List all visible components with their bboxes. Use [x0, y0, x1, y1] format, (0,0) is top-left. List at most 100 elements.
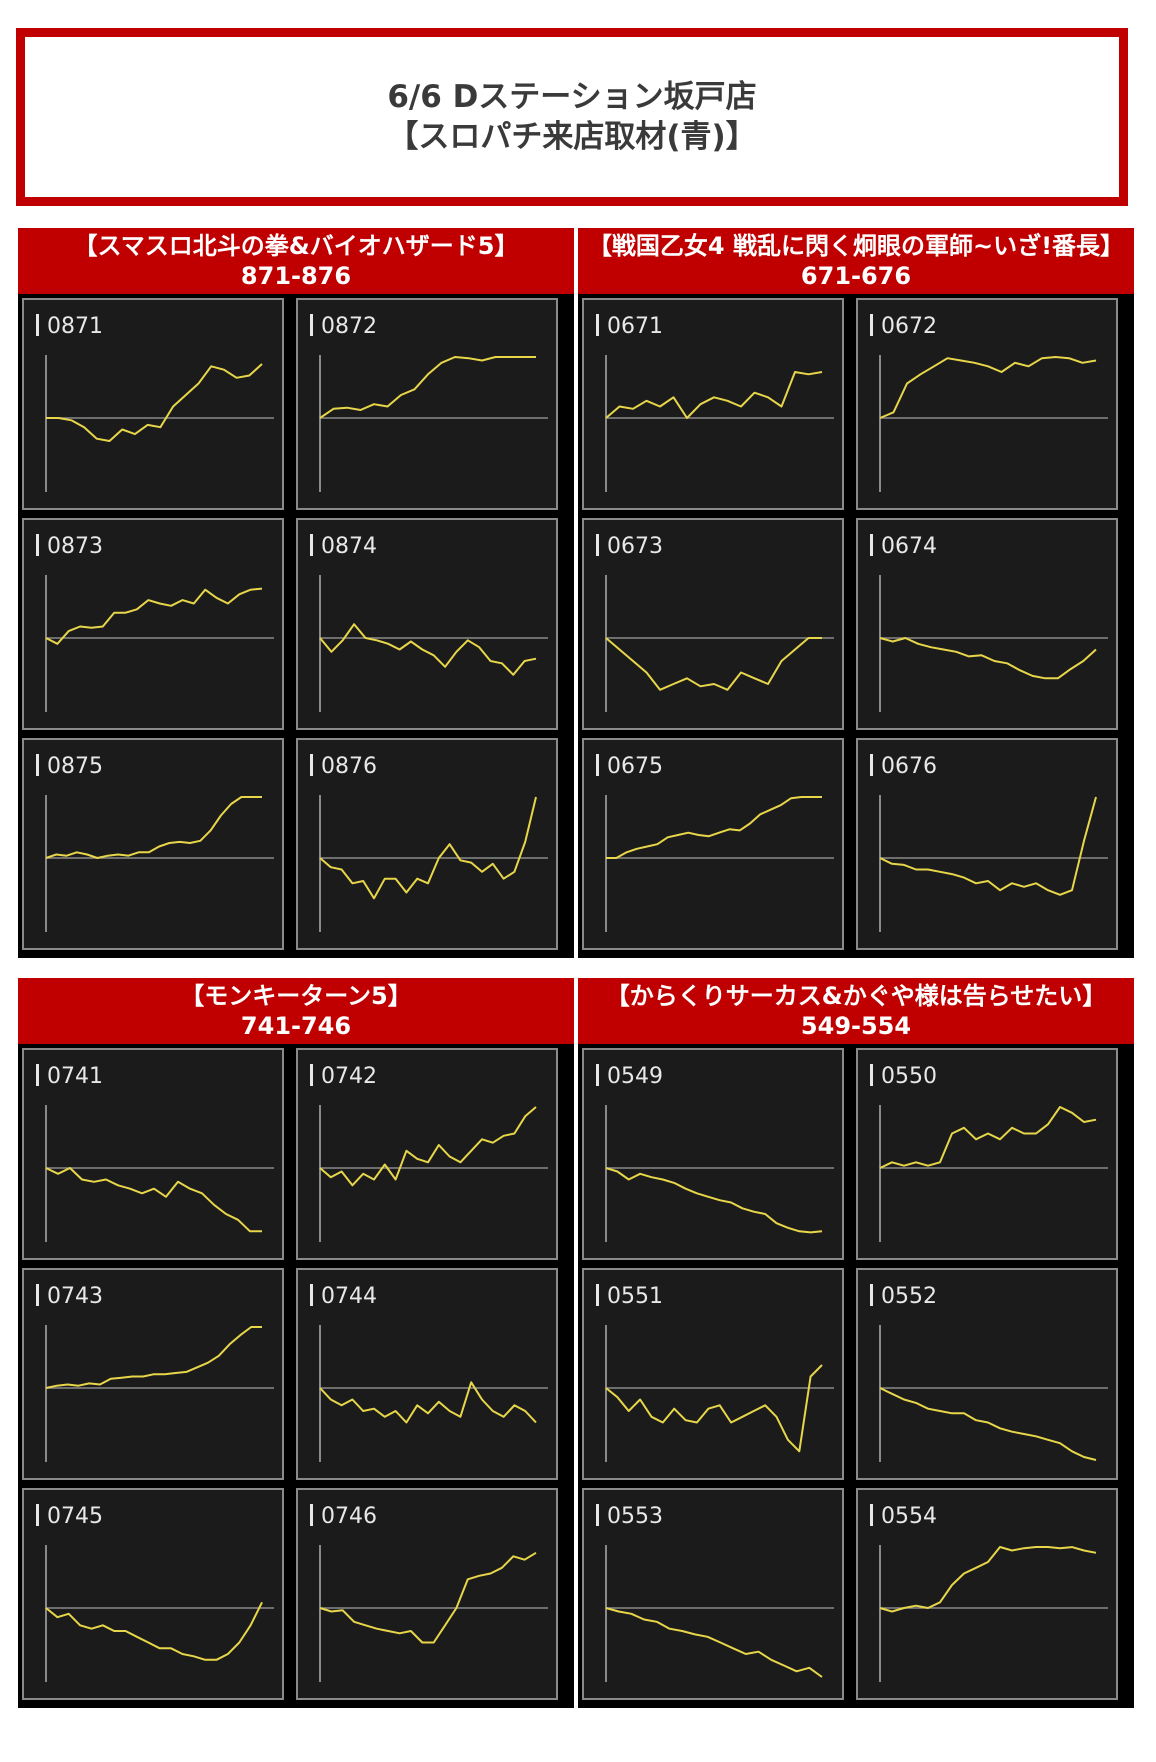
machine-group-hokuto: 【スマスロ北斗の拳&バイオハザード5】 871-876 0871 0872 0873… [18, 228, 574, 958]
title-box: 6/6 Dステーション坂戸店 【スロパチ来店取材(青)】 [16, 28, 1128, 206]
machine-number: 0675 [596, 754, 663, 779]
chart-panel-0876: 0876 [296, 738, 558, 950]
machine-number: 0554 [870, 1504, 937, 1529]
chart-panel-0874: 0874 [296, 518, 558, 730]
machine-number: 0873 [36, 534, 103, 559]
machine-number: 0672 [870, 314, 937, 339]
line-chart [45, 795, 274, 932]
series-line-0873 [45, 587, 263, 645]
series-line-0550 [879, 1106, 1097, 1169]
page-subtitle: 【スロパチ来店取材(青)】 [387, 119, 757, 155]
line-chart [45, 575, 274, 712]
series-line-0871 [46, 363, 263, 442]
machine-number: 0671 [596, 314, 663, 339]
machine-number: 0552 [870, 1284, 937, 1309]
series-line-0671 [605, 371, 823, 419]
machine-group-monkey-turn: 【モンキーターン5】 741-746 0741 0742 0743 0744 0745 0… [18, 978, 574, 1708]
group-body: 0549 0550 0551 0552 0553 0554 [578, 1044, 1134, 1708]
chart-panel-0676: 0676 [856, 738, 1118, 950]
chart-panel-0745: 0745 [22, 1488, 284, 1700]
line-chart [319, 795, 548, 932]
line-chart [45, 355, 274, 492]
series-line-0673 [605, 637, 822, 691]
machine-number: 0871 [36, 314, 103, 339]
series-line-0874 [319, 623, 537, 676]
chart-panel-0674: 0674 [856, 518, 1118, 730]
machine-number: 0549 [596, 1064, 663, 1089]
series-line-0552 [879, 1387, 1097, 1461]
series-line-0549 [605, 1167, 823, 1234]
line-chart [45, 1325, 274, 1462]
chart-panel-0741: 0741 [22, 1048, 284, 1260]
machine-number: 0742 [310, 1064, 377, 1089]
line-chart [319, 1325, 548, 1462]
machine-number: 0673 [596, 534, 663, 559]
line-chart [319, 1545, 548, 1682]
machine-number: 0676 [870, 754, 937, 779]
machine-number: 0872 [310, 314, 377, 339]
group-body: 0671 0672 0673 0674 0675 0676 [578, 294, 1134, 958]
chart-panel-0551: 0551 [582, 1268, 844, 1480]
series-line-0872 [319, 356, 536, 419]
series-line-0876 [319, 796, 537, 900]
machine-number: 0876 [310, 754, 377, 779]
series-line-0741 [45, 1167, 262, 1233]
group-header: 【からくりサーカス&かぐや様は告らせたい】 549-554 [578, 978, 1134, 1044]
series-line-0672 [879, 356, 1097, 419]
group-range: 671-676 [800, 262, 912, 290]
chart-panel-0873: 0873 [22, 518, 284, 730]
machine-number: 0745 [36, 1504, 103, 1529]
machine-number: 0551 [596, 1284, 663, 1309]
page-title: 6/6 Dステーション坂戸店 [387, 79, 757, 115]
chart-panel-0549: 0549 [582, 1048, 844, 1260]
series-line-0676 [879, 796, 1097, 896]
group-header: 【スマスロ北斗の拳&バイオハザード5】 871-876 [18, 228, 574, 294]
group-title: 【モンキーターン5】 [180, 982, 412, 1010]
line-chart [605, 575, 834, 712]
group-body: 0871 0872 0873 0874 0875 0876 [18, 294, 574, 958]
group-title: 【戦国乙女4 戦乱に閃く炯眼の軍師~いざ!番長】 [587, 232, 1125, 260]
line-chart [605, 795, 834, 932]
chart-panel-0673: 0673 [582, 518, 844, 730]
machine-number: 0741 [36, 1064, 103, 1089]
series-line-0674 [879, 637, 1097, 680]
machine-number: 0875 [36, 754, 103, 779]
chart-panel-0553: 0553 [582, 1488, 844, 1700]
series-line-0554 [879, 1546, 1097, 1613]
chart-panel-0672: 0672 [856, 298, 1118, 510]
series-line-0553 [605, 1607, 823, 1678]
machine-group-karakuri: 【からくりサーカス&かぐや様は告らせたい】 549-554 0549 0550 05… [578, 978, 1134, 1708]
group-header: 【モンキーターン5】 741-746 [18, 978, 574, 1044]
line-chart [45, 1545, 274, 1682]
line-chart [605, 355, 834, 492]
group-header: 【戦国乙女4 戦乱に閃く炯眼の軍師~いざ!番長】 671-676 [578, 228, 1134, 294]
group-range: 741-746 [240, 1012, 352, 1040]
chart-panel-0871: 0871 [22, 298, 284, 510]
chart-panel-0675: 0675 [582, 738, 844, 950]
machine-number: 0744 [310, 1284, 377, 1309]
chart-panel-0742: 0742 [296, 1048, 558, 1260]
line-chart [319, 1105, 548, 1242]
series-line-0746 [319, 1551, 537, 1644]
machine-number: 0874 [310, 534, 377, 559]
machine-number: 0743 [36, 1284, 103, 1309]
series-line-0745 [45, 1601, 263, 1661]
line-chart [319, 575, 548, 712]
line-chart [605, 1545, 834, 1682]
line-chart [879, 1545, 1108, 1682]
line-chart [319, 355, 548, 492]
group-range: 549-554 [800, 1012, 912, 1040]
line-chart [879, 575, 1108, 712]
line-chart [879, 1325, 1108, 1462]
chart-panel-0872: 0872 [296, 298, 558, 510]
group-title: 【からくりサーカス&かぐや様は告らせたい】 [605, 982, 1107, 1010]
group-body: 0741 0742 0743 0744 0745 0746 [18, 1044, 574, 1708]
chart-panel-0875: 0875 [22, 738, 284, 950]
line-chart [605, 1105, 834, 1242]
chart-panel-0550: 0550 [856, 1048, 1118, 1260]
line-chart [879, 1105, 1108, 1242]
group-title: 【スマスロ北斗の拳&バイオハザード5】 [73, 232, 519, 260]
chart-panel-0554: 0554 [856, 1488, 1118, 1700]
series-line-0743 [45, 1326, 262, 1389]
chart-panel-0744: 0744 [296, 1268, 558, 1480]
